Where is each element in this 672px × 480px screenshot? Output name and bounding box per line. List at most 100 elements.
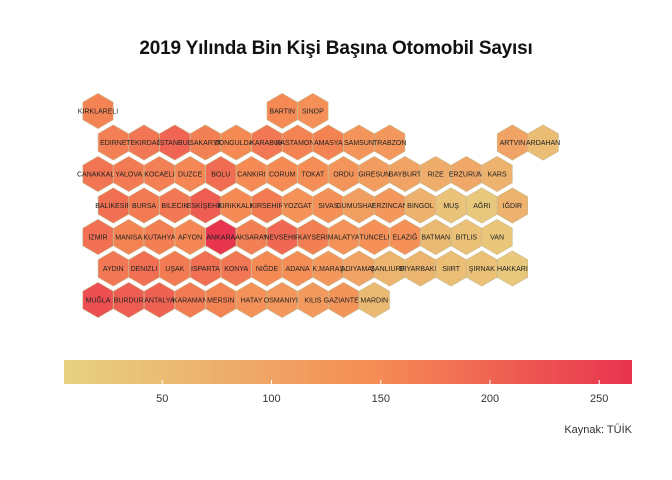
- province-van: VAN: [481, 219, 513, 255]
- province-hakkari: HAKKARI: [496, 250, 529, 287]
- province-label: K.MARAŞ: [313, 266, 345, 273]
- province-diyarbakir: DIYARBAKIR: [399, 250, 441, 287]
- province-kutahya: KUTAHYA: [143, 219, 176, 255]
- province-label: VAN: [490, 235, 504, 242]
- province-giresun: GIRESUN: [358, 156, 390, 192]
- province-k-mara-: K.MARAŞ: [313, 250, 345, 287]
- province-karaman: KARAMAN: [173, 282, 207, 318]
- legend-ticks: 50 100 150 200 250: [156, 380, 608, 405]
- province-label: KOCAELI: [144, 172, 174, 179]
- province-osmaniye: OSMANIYE: [264, 282, 301, 318]
- province-label: BOLU: [211, 172, 230, 179]
- province-label: ESKİŞEHİR: [187, 201, 224, 210]
- province-burdur: BURDUR: [113, 282, 145, 318]
- province-hex: [374, 124, 406, 161]
- province-label: ANTALYA: [144, 298, 175, 305]
- province-bartin: BARTIN: [266, 93, 298, 129]
- province-label: SIIRT: [442, 266, 460, 273]
- province-hex: [496, 250, 529, 287]
- province-label: SINOP: [302, 109, 324, 116]
- province-hex: [481, 156, 513, 192]
- province-label: IĞDIR: [503, 201, 522, 210]
- province-label: KASTAMONU: [276, 140, 320, 147]
- province-manisa: MANISA: [113, 219, 145, 255]
- province-label: ORDU: [333, 172, 354, 179]
- province-label: BILECIK: [161, 203, 188, 210]
- province-elazi-: ELAZIĞ: [389, 219, 421, 255]
- province-label: NIĞDE: [256, 264, 279, 273]
- province-label: NEVSEHIR: [264, 235, 300, 242]
- province-label: BURSA: [132, 203, 156, 210]
- province-label: UŞAK: [165, 266, 184, 273]
- legend-tick-label: 100: [262, 393, 280, 405]
- province-label: MARDIN: [360, 298, 388, 305]
- province-label: ANKARA: [206, 235, 235, 242]
- province-label: ERZURUM: [449, 172, 484, 179]
- province-label: TUNCELI: [359, 235, 389, 242]
- province-kirsehir: KIRSEHIR: [250, 187, 283, 224]
- province-kocaeli: KOCAELI: [143, 156, 175, 192]
- province-label: ARDAHAN: [526, 140, 560, 147]
- province-label: SAMSUN: [344, 140, 374, 147]
- province-label: KILIS: [304, 298, 321, 305]
- province-ordu: ORDU: [328, 156, 360, 192]
- province-gaziantep: GAZIANTEP: [324, 282, 364, 318]
- legend-tick-label: 50: [156, 393, 168, 405]
- province--irnak: ŞIRNAK: [466, 250, 498, 287]
- province-label: ŞIRNAK: [469, 266, 495, 273]
- province-label: MANISA: [115, 235, 142, 242]
- legend-color-bar: [64, 360, 632, 384]
- province-a-ri: AĞRI: [466, 187, 498, 224]
- province-bursa: BURSA: [128, 187, 160, 224]
- province-rize: RIZE: [420, 156, 452, 192]
- color-legend: 50 100 150 200 250: [64, 360, 632, 405]
- province-label: ADANA: [286, 266, 310, 273]
- province-label: KUTAHYA: [143, 235, 175, 242]
- province-bitlis: BITLIS: [450, 219, 482, 255]
- source-caption: Kaynak: TÜİK: [564, 424, 632, 436]
- province-cankiri: CANKIRI: [236, 156, 268, 192]
- province-label: ELAZIĞ: [393, 233, 418, 242]
- province-malatya: MALATYA: [328, 219, 360, 255]
- province-label: HAKKARI: [497, 266, 528, 273]
- province-istanbul: ISTANBUL: [158, 124, 192, 161]
- province-label: EDIRNE: [100, 140, 127, 147]
- province-mu-la: MUĞLA: [82, 282, 114, 318]
- province-label: KARS: [488, 172, 507, 179]
- province-label: AĞRI: [473, 201, 490, 210]
- province-label: OSMANIYE: [264, 298, 301, 305]
- province-label: KIRSEHIR: [250, 203, 283, 210]
- province-label: AMASYA: [314, 140, 343, 147]
- province-label: BARTIN: [269, 109, 295, 116]
- province-label: RIZE: [428, 172, 444, 179]
- province-ardahan: ARDAHAN: [526, 124, 560, 161]
- province-tekirda-: TEKIRDAĞ: [126, 124, 162, 161]
- province-hex: [328, 156, 360, 192]
- province-hex: [266, 282, 298, 318]
- province-adana: ADANA: [281, 250, 314, 287]
- province-sinop: SINOP: [297, 93, 329, 129]
- province-label: ISTANBUL: [158, 140, 192, 147]
- province-kayseri: KAYSERI: [297, 219, 329, 255]
- province-edirne: EDIRNE: [97, 124, 129, 161]
- province-bilecik: BILECIK: [159, 187, 191, 224]
- province-label: KONYA: [224, 266, 248, 273]
- province-mu-: MUŞ: [435, 187, 467, 224]
- province-label: DENIZLI: [131, 266, 158, 273]
- province-label: BURDUR: [114, 298, 144, 305]
- province-label: DIYARBAKIR: [399, 266, 441, 273]
- province-label: ARTVIN: [500, 140, 526, 147]
- province-label: ŞANLIURFA: [370, 266, 409, 273]
- province-label: BAYBURT: [389, 172, 422, 179]
- province-nevsehir: NEVSEHIR: [264, 219, 300, 255]
- province-label: TEKIRDAĞ: [126, 138, 162, 147]
- province-label: SAKARYA: [189, 140, 222, 147]
- province-label: BITLIS: [456, 235, 478, 242]
- province-label: TRABZON: [373, 140, 406, 147]
- province-hex: [82, 93, 114, 129]
- province-label: DUZCE: [178, 172, 202, 179]
- province-label: GUMUSHANE: [336, 203, 382, 210]
- province-label: ADIYAMAN: [341, 266, 377, 273]
- province-label: GIRESUN: [358, 172, 390, 179]
